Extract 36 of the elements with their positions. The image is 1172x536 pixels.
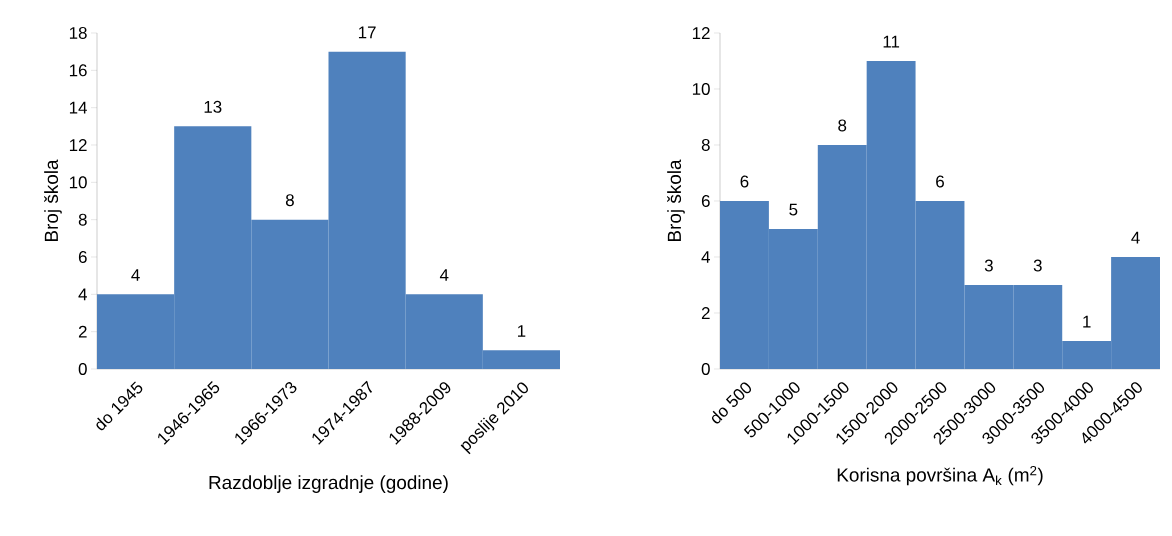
y-tick-label: 6 (78, 251, 87, 263)
data-label: 3 (1033, 259, 1042, 272)
y-tick-label: 8 (701, 139, 710, 151)
y-tick-label: 4 (78, 288, 87, 301)
y-tick-label: 16 (69, 64, 87, 77)
y-tick-label: 8 (78, 213, 87, 226)
data-label: 4 (439, 269, 449, 281)
data-label: 4 (1131, 231, 1140, 244)
data-label: 6 (936, 175, 944, 188)
y-tick-label: 0 (701, 363, 710, 375)
data-label: 11 (883, 35, 900, 48)
data-label: 4 (131, 269, 140, 281)
data-label: 6 (740, 175, 749, 188)
y-tick-label: 18 (69, 27, 87, 39)
x-axis-title: Korisna površina A$_{k}$ (m$^{2}$) (837, 465, 1043, 486)
y-tick-label: 6 (701, 195, 710, 207)
y-axis-title: Broj škola (44, 159, 62, 242)
data-label: 1 (1083, 315, 1091, 328)
y-tick-label: 10 (69, 176, 87, 189)
y-tick-label: 0 (78, 363, 87, 375)
y-axis-title: Broj škola (667, 159, 685, 242)
data-label: 13 (204, 100, 222, 113)
y-tick-label: 4 (701, 251, 710, 263)
y-tick-label: 12 (692, 27, 710, 39)
y-tick-label: 2 (701, 307, 710, 319)
data-label: 1 (518, 325, 526, 337)
data-label: 8 (285, 194, 294, 207)
y-tick-label: 10 (692, 83, 710, 95)
y-tick-label: 2 (78, 325, 87, 338)
data-label: 3 (984, 259, 993, 272)
y-tick-label: 12 (69, 139, 87, 151)
data-label: 8 (838, 119, 847, 132)
x-axis-title: Razdoblje izgradnje (godine) (209, 475, 448, 493)
data-label: 17 (358, 26, 376, 39)
data-label: 5 (789, 203, 798, 216)
y-tick-label: 14 (69, 101, 87, 114)
